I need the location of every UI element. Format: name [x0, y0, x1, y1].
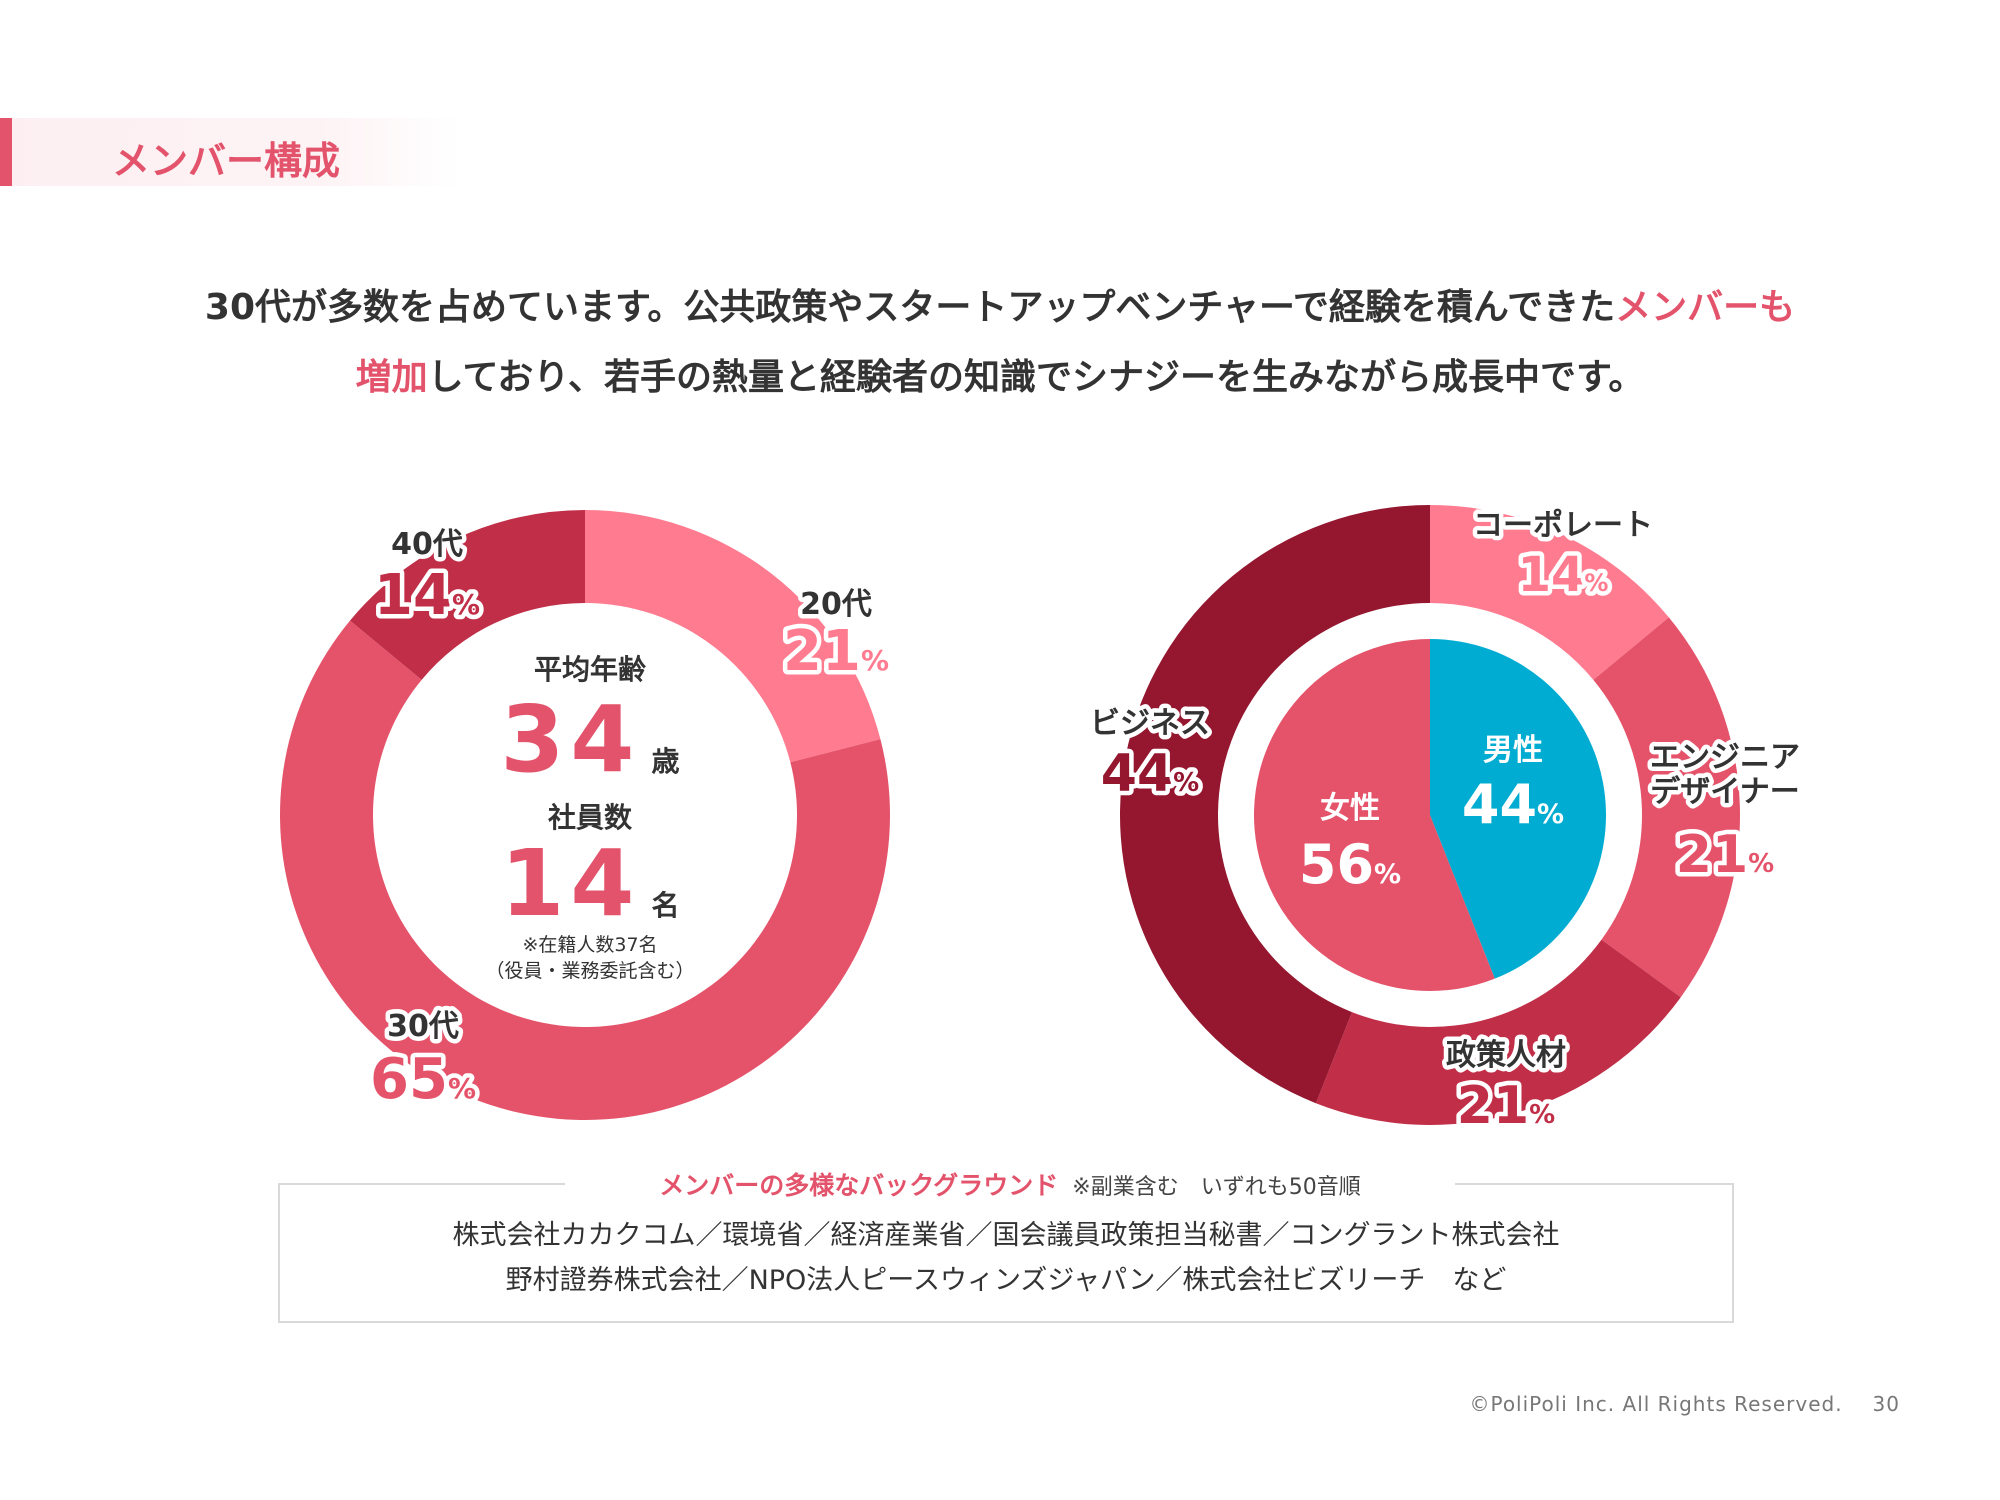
avg-age-value-row: 34 歳	[430, 686, 750, 793]
page-number: 30	[1872, 1392, 1900, 1416]
job-pct-1: 14%	[1518, 547, 1609, 603]
gender-pct-2: 56%	[1299, 833, 1401, 896]
age-pct-1: 21%	[783, 619, 889, 684]
background-note: ※副業含む いずれも50音順	[1072, 1175, 1361, 1200]
job-pct-3: 21%	[1457, 1076, 1555, 1136]
staff-note-2: （役員・業務委託含む）	[485, 960, 695, 982]
background-line-2: 野村證券株式会社／NPO法人ピースウィンズジャパン／株式会社ビズリーチ など	[505, 1265, 1507, 1296]
age-donut-center: 平均年齢 34 歳 社員数 14 名 ※在籍人数37名 （役員・業務委託含む）	[430, 648, 750, 982]
background-line-1: 株式会社カカクコム／環境省／経済産業省／国会議員政策担当秘書／コングラント株式会…	[452, 1220, 1560, 1251]
avg-age-value: 34	[500, 686, 641, 793]
staff-count-unit: 名	[651, 889, 680, 922]
age-label-1: 20代	[800, 587, 872, 622]
job-label-2: エンジニアデザイナー	[1650, 740, 1800, 810]
age-label-3: 40代	[391, 527, 463, 562]
gender-pie-slice-2	[1254, 639, 1495, 991]
headline-line-2: 増加しており、若手の熱量と経験者の知識でシナジーを生みながら成長中です。	[0, 348, 2000, 400]
staff-note-1: ※在籍人数37名	[522, 934, 658, 956]
job-donut-slice-3	[1315, 939, 1681, 1125]
job-donut-slice-4	[1120, 505, 1430, 1104]
job-donut-slice-2	[1593, 617, 1740, 998]
footer: ©PoliPoli Inc. All Rights Reserved. 30	[1469, 1392, 1900, 1416]
job-donut-slice-1	[1430, 505, 1669, 680]
section-tag-bar	[0, 118, 12, 186]
section-tag: メンバー構成	[0, 118, 460, 186]
job-label-1: コーポレート	[1473, 508, 1653, 543]
gender-pie-slice-1	[1430, 639, 1606, 979]
section-title: メンバー構成	[112, 139, 341, 183]
staff-count-value-row: 14 名	[430, 830, 750, 937]
job-donut-chart: コーポレート14%エンジニアデザイナー21%政策人材21%ビジネス44%男性44…	[1086, 504, 1805, 1141]
avg-age-unit: 歳	[651, 745, 680, 778]
background-box	[278, 1183, 1734, 1323]
gender-label-1: 男性	[1483, 733, 1543, 768]
background-title: メンバーの多様なバックグラウンド	[659, 1171, 1059, 1200]
job-pct-2: 21%	[1676, 825, 1774, 885]
headline-line-1: 30代が多数を占めています。公共政策やスタートアップベンチャーで経験を積んできた…	[0, 278, 2000, 330]
avg-age-label: 平均年齢	[533, 653, 646, 686]
age-donut-slice-3	[349, 510, 585, 680]
job-label-3: 政策人材	[1446, 1038, 1566, 1073]
headline-text: 30代が多数を占めています。公共政策やスタートアップベンチャーで経験を積んできた	[204, 287, 1616, 328]
headline-text: しており、若手の熱量と経験者の知識でシナジーを生みながら成長中です。	[427, 357, 1645, 398]
background-title-row: メンバーの多様なバックグラウンド ※副業含む いずれも50音順	[565, 1166, 1455, 1202]
headline-highlight: 増加	[355, 357, 428, 398]
age-label-2: 30代	[387, 1009, 459, 1044]
age-donut-slice-1	[585, 510, 881, 763]
staff-count-value: 14	[500, 830, 641, 937]
gender-label-2: 女性	[1320, 791, 1380, 826]
headline-highlight: メンバーも	[1615, 287, 1796, 328]
job-pct-4: 44%	[1101, 744, 1199, 804]
age-pct-2: 65%	[370, 1047, 476, 1112]
staff-count-label: 社員数	[547, 801, 632, 834]
age-pct-3: 14%	[374, 563, 480, 628]
gender-pct-1: 44%	[1462, 773, 1564, 836]
copyright: ©PoliPoli Inc. All Rights Reserved.	[1469, 1392, 1843, 1416]
age-donut-slice-2	[279, 620, 890, 1120]
job-label-4: ビジネス	[1090, 706, 1210, 741]
